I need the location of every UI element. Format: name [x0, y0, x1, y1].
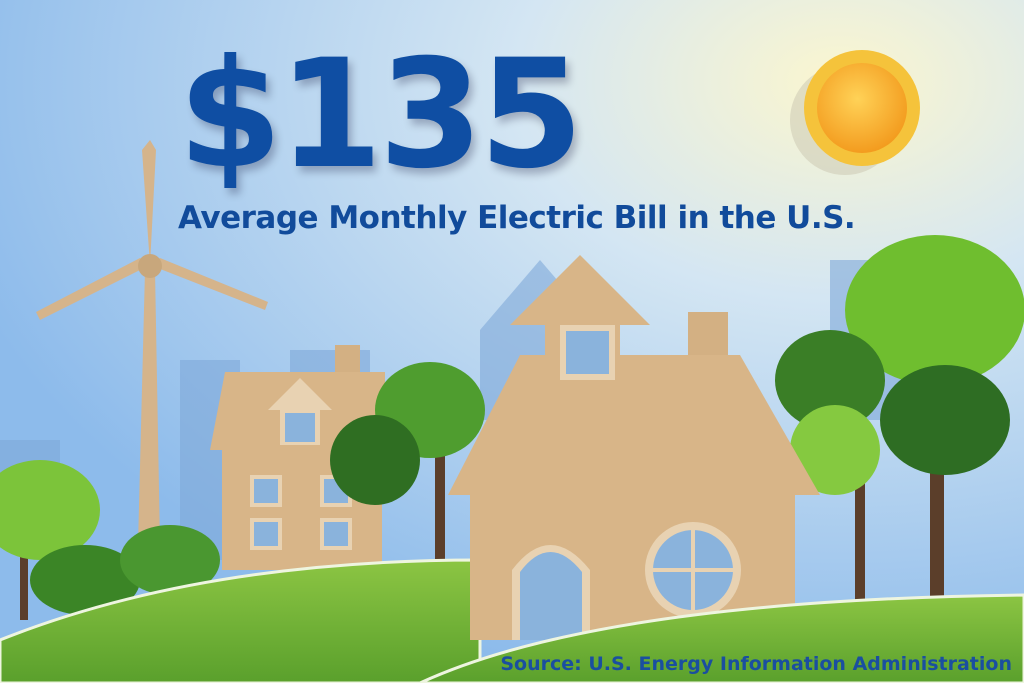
left-hill	[0, 558, 482, 683]
source-credit: Source: U.S. Energy Information Administ…	[500, 653, 1012, 675]
headline-subtitle: Average Monthly Electric Bill in the U.S…	[178, 200, 856, 236]
headline-amount: $135	[178, 28, 583, 202]
sun-icon	[790, 50, 920, 175]
trees	[0, 235, 1024, 620]
right-hill	[419, 593, 1024, 683]
wind-turbine	[36, 140, 268, 545]
main-house	[448, 255, 820, 640]
